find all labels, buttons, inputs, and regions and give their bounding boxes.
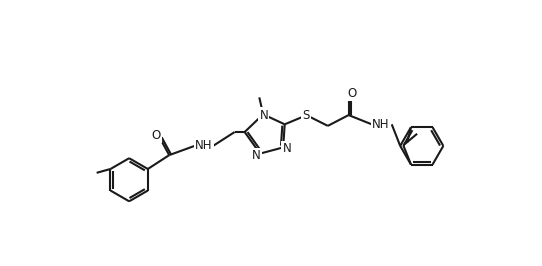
Text: O: O xyxy=(152,128,161,142)
Text: N: N xyxy=(282,142,292,155)
Text: NH: NH xyxy=(195,139,212,152)
Text: NH: NH xyxy=(372,118,390,131)
Text: N: N xyxy=(252,149,261,162)
Text: S: S xyxy=(302,109,310,122)
Text: O: O xyxy=(348,87,357,100)
Text: N: N xyxy=(260,109,268,122)
